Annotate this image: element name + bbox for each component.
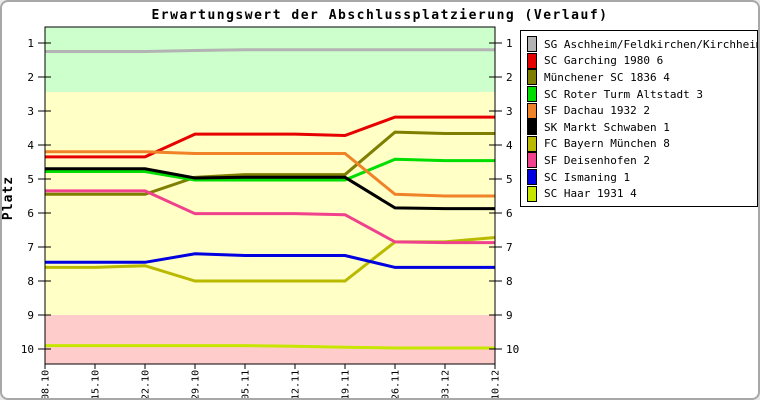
legend-item: SG Aschheim/Feldkirchen/Kirchheim 2 <box>527 36 760 53</box>
chart-band-bottom-zone <box>45 315 495 364</box>
legend-swatch <box>527 102 537 119</box>
y-tick-label-right: 9 <box>506 309 513 322</box>
chart-title: Erwartungswert der Abschlussplatzierung … <box>151 8 609 23</box>
legend-swatch <box>527 119 537 136</box>
y-tick-label: 5 <box>27 173 34 186</box>
chart-series-line <box>45 157 495 182</box>
y-tick-label-right: 6 <box>506 207 513 220</box>
x-tick-label: 15.10 <box>91 370 102 398</box>
chart-band-middle-zone <box>45 91 495 316</box>
legend-swatch <box>527 169 537 186</box>
legend-label: FC Bayern München 8 <box>544 137 670 151</box>
y-tick-label: 8 <box>27 275 34 288</box>
legend-label: SK Markt Schwaben 1 <box>544 120 670 134</box>
legend-item: SF Deisenhofen 2 <box>527 152 757 169</box>
legend-item: SC Haar 1931 4 <box>527 185 757 202</box>
legend-item: SC Garching 1980 6 <box>527 52 757 70</box>
x-tick-label: 03.12 <box>441 370 452 398</box>
legend-label: SC Ismaning 1 <box>544 170 631 184</box>
legend-label: SF Deisenhofen 2 <box>544 153 650 167</box>
y-tick-label: 2 <box>27 71 34 84</box>
y-tick-label: 9 <box>27 309 34 322</box>
x-tick-label: 12.11 <box>291 370 302 398</box>
legend-swatch <box>527 52 537 69</box>
chart-series-line <box>45 344 495 350</box>
y-tick-label: 7 <box>27 241 34 254</box>
plot-border <box>44 26 496 365</box>
legend-item: FC Bayern München 8 <box>527 135 757 153</box>
x-tick-label: 22.10 <box>141 370 152 398</box>
y-tick-label: 6 <box>27 207 34 220</box>
x-tick-label: 29.10 <box>191 370 202 398</box>
chart-series-line <box>45 115 495 159</box>
chart-series-line <box>45 189 495 245</box>
legend-item: SC Ismaning 1 <box>527 169 757 186</box>
y-tick-label-right: 3 <box>506 105 513 118</box>
y-tick-label-right: 7 <box>506 241 513 254</box>
y-tick-label-right: 5 <box>506 173 513 186</box>
y-tick-label: 10 <box>21 343 34 356</box>
legend-swatch <box>527 69 537 86</box>
legend-swatch <box>527 36 537 53</box>
y-tick-label-right: 1 <box>506 37 513 50</box>
legend-swatch <box>527 185 537 202</box>
y-tick-label-right: 8 <box>506 275 513 288</box>
legend-item: SC Roter Turm Altstadt 3 <box>527 86 757 103</box>
y-tick-label: 1 <box>27 37 34 50</box>
y-tick-label-right: 4 <box>506 139 513 152</box>
chart-series-line <box>45 150 495 198</box>
chart-series-line <box>45 48 495 53</box>
legend-label: SC Roter Turm Altstadt 3 <box>544 87 703 101</box>
legend-label: Münchener SC 1836 4 <box>544 70 670 84</box>
legend-label: SC Garching 1980 6 <box>544 54 664 68</box>
legend-swatch <box>527 86 537 103</box>
legend-item: SK Markt Schwaben 1 <box>527 119 757 136</box>
chart-series-line <box>45 167 495 211</box>
legend-item: Münchener SC 1836 4 <box>527 69 757 86</box>
x-tick-label: 19.11 <box>341 370 352 398</box>
legend-label: SC Haar 1931 4 <box>544 187 637 201</box>
x-tick-label: 05.11 <box>241 370 252 398</box>
chart-series-line <box>45 252 495 269</box>
y-tick-label-right: 2 <box>506 71 513 84</box>
legend-item: SF Dachau 1932 2 <box>527 102 757 119</box>
chart-legend: SG Aschheim/Feldkirchen/Kirchheim 2 SC Ga… <box>520 30 758 207</box>
y-tick-label: 4 <box>27 139 34 152</box>
legend-swatch <box>527 152 537 169</box>
legend-swatch <box>527 135 537 152</box>
legend-label: SF Dachau 1932 2 <box>544 104 650 118</box>
y-tick-label: 3 <box>27 105 34 118</box>
chart-band-top-zone <box>45 27 495 92</box>
x-tick-label: 08.10 <box>41 370 52 398</box>
legend-label: SG Aschheim/Feldkirchen/Kirchheim 2 <box>544 37 760 51</box>
x-tick-label: 10.12 <box>491 370 502 398</box>
y-tick-label-right: 10 <box>506 343 519 356</box>
x-tick-label: 26.11 <box>391 370 402 398</box>
chart-series-line <box>45 130 495 196</box>
